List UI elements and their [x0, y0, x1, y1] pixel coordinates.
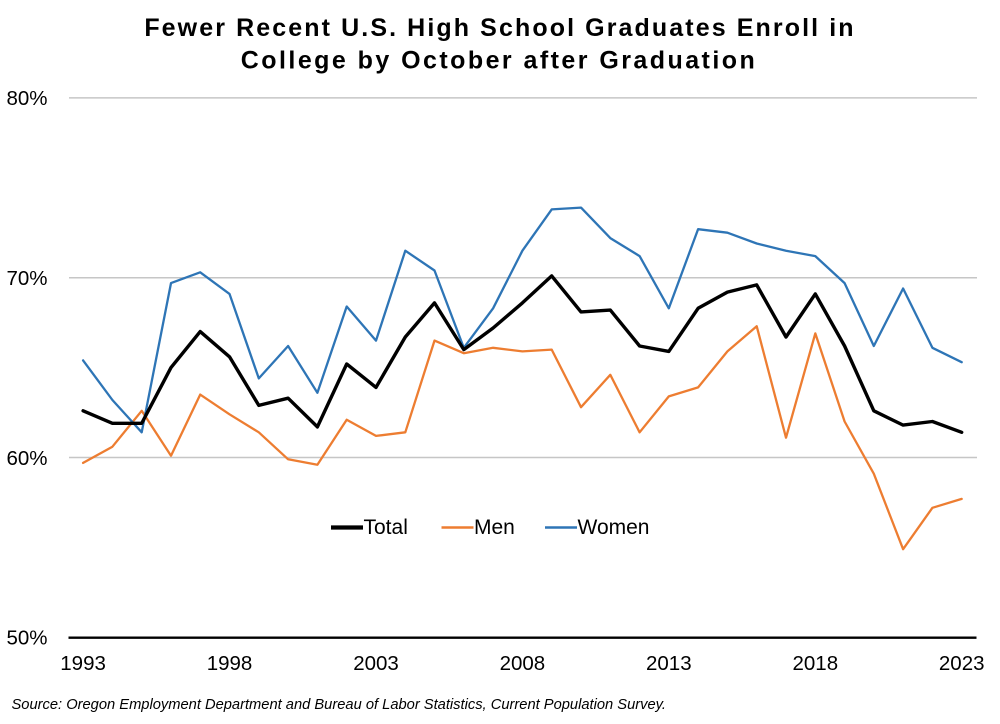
svg-text:Source: Oregon Employment Depa: Source: Oregon Employment Department and…	[12, 697, 666, 713]
svg-text:80%: 80%	[6, 87, 47, 110]
svg-text:2008: 2008	[500, 652, 546, 675]
svg-text:70%: 70%	[6, 267, 47, 290]
svg-text:2018: 2018	[792, 652, 838, 675]
svg-text:2003: 2003	[353, 652, 399, 675]
svg-text:Women: Women	[578, 516, 650, 539]
svg-text:Fewer Recent U.S. High School: Fewer Recent U.S. High School Graduates …	[144, 14, 855, 42]
svg-text:50%: 50%	[6, 627, 47, 650]
svg-text:College by October after Gradu: College by October after Graduation	[241, 47, 757, 75]
svg-text:2013: 2013	[646, 652, 692, 675]
svg-text:Men: Men	[474, 516, 515, 539]
svg-text:1993: 1993	[60, 652, 106, 675]
svg-text:1998: 1998	[207, 652, 253, 675]
svg-text:Total: Total	[364, 516, 408, 539]
svg-text:2023: 2023	[939, 652, 985, 675]
svg-text:60%: 60%	[6, 447, 47, 470]
